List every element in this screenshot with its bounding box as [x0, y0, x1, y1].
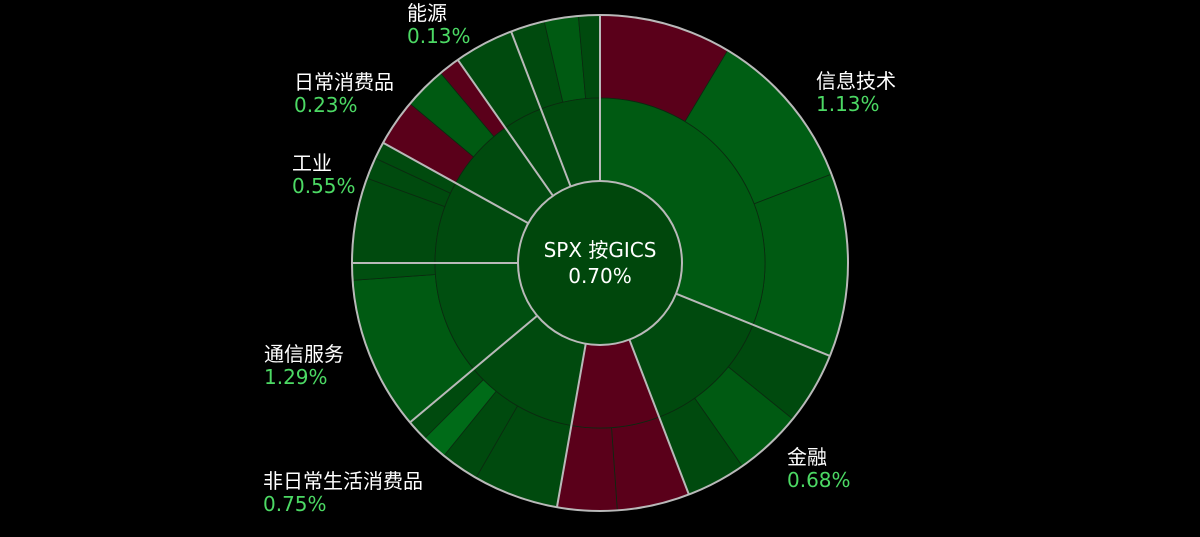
- sector-value-7: 0.13%: [407, 24, 471, 48]
- sector-divider-8: [510, 31, 572, 187]
- industry-wedge-0-2[interactable]: [752, 173, 849, 357]
- sector-dividers: [352, 15, 831, 508]
- sector-divider-7: [456, 59, 554, 197]
- sector-label-0: 信息技术: [816, 69, 896, 93]
- sector-label-4: 通信服务: [264, 342, 344, 366]
- sector-label-1: 金融: [787, 445, 827, 469]
- sector-divider-4: [409, 314, 538, 424]
- sector-label-6: 日常消费品: [294, 70, 394, 94]
- sector-value-5: 0.55%: [292, 174, 356, 198]
- sector-divider-2: [628, 339, 690, 495]
- sector-divider-3: [555, 343, 587, 508]
- center-value: 0.70%: [568, 264, 632, 288]
- middle-ring: [434, 97, 766, 429]
- outer-border: [351, 14, 849, 512]
- sector-label-5: 工业: [292, 151, 332, 175]
- sector-label-3: 非日常生活消费品: [263, 469, 423, 493]
- sector-label-7: 能源: [407, 1, 447, 25]
- sector-value-1: 0.68%: [787, 468, 851, 492]
- center-circle[interactable]: [517, 180, 683, 346]
- center-title: SPX 按GICS: [544, 238, 657, 262]
- sector-value-6: 0.23%: [294, 93, 358, 117]
- sector-value-3: 0.75%: [263, 492, 327, 516]
- outer-ring: [351, 14, 849, 512]
- sector-divider-1: [675, 292, 831, 357]
- sector-value-0: 1.13%: [816, 92, 880, 116]
- sector-divider-6: [382, 141, 529, 225]
- sector-value-4: 1.29%: [264, 365, 328, 389]
